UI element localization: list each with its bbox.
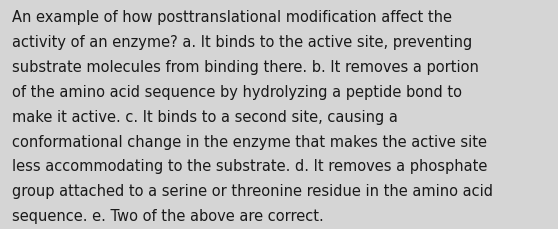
Text: activity of an enzyme? a. It binds to the active site, preventing: activity of an enzyme? a. It binds to th… — [12, 35, 473, 50]
Text: of the amino acid sequence by hydrolyzing a peptide bond to: of the amino acid sequence by hydrolyzin… — [12, 85, 462, 99]
Text: sequence. e. Two of the above are correct.: sequence. e. Two of the above are correc… — [12, 208, 324, 223]
Text: substrate molecules from binding there. b. It removes a portion: substrate molecules from binding there. … — [12, 60, 479, 75]
Text: make it active. c. It binds to a second site, causing a: make it active. c. It binds to a second … — [12, 109, 398, 124]
Text: An example of how posttranslational modification affect the: An example of how posttranslational modi… — [12, 10, 453, 25]
Text: group attached to a serine or threonine residue in the amino acid: group attached to a serine or threonine … — [12, 183, 493, 198]
Text: conformational change in the enzyme that makes the active site: conformational change in the enzyme that… — [12, 134, 487, 149]
Text: less accommodating to the substrate. d. It removes a phosphate: less accommodating to the substrate. d. … — [12, 159, 488, 174]
